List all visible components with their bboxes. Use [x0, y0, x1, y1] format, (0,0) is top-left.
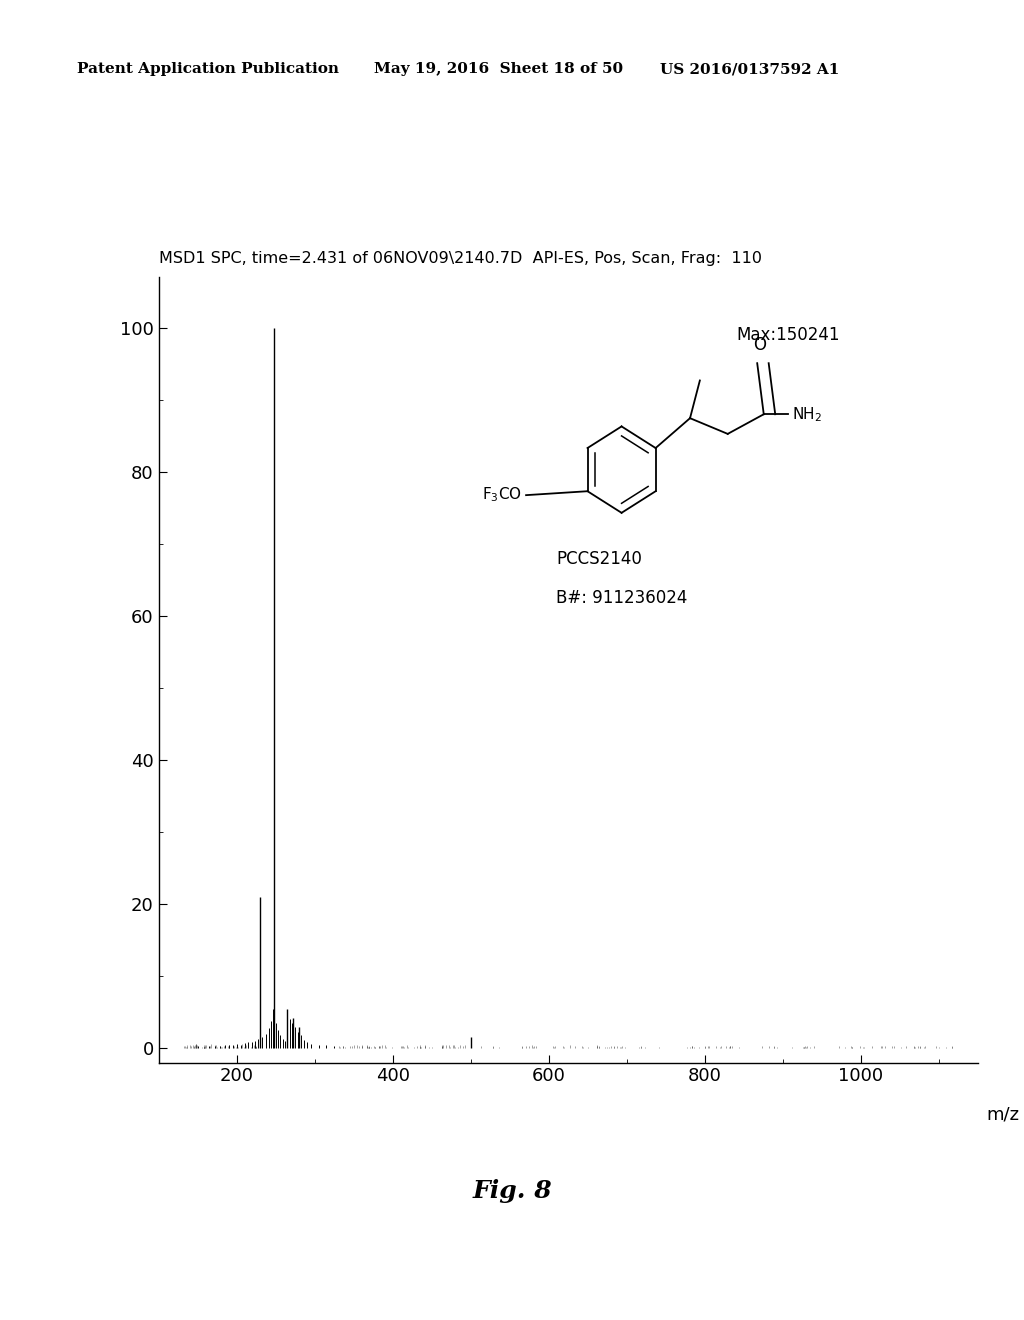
- Text: MSD1 SPC, time=2.431 of 06NOV09\2140.7D  API-ES, Pos, Scan, Frag:  110: MSD1 SPC, time=2.431 of 06NOV09\2140.7D …: [159, 251, 762, 267]
- Text: NH$_2$: NH$_2$: [793, 405, 822, 424]
- Text: May 19, 2016  Sheet 18 of 50: May 19, 2016 Sheet 18 of 50: [374, 62, 623, 77]
- Text: Fig. 8: Fig. 8: [472, 1179, 552, 1203]
- Text: m/z: m/z: [986, 1106, 1019, 1123]
- Text: Patent Application Publication: Patent Application Publication: [77, 62, 339, 77]
- Text: O: O: [754, 335, 766, 354]
- Text: PCCS2140: PCCS2140: [556, 550, 642, 568]
- Text: US 2016/0137592 A1: US 2016/0137592 A1: [660, 62, 840, 77]
- Text: B#: 911236024: B#: 911236024: [556, 589, 687, 607]
- Text: F$_3$CO: F$_3$CO: [482, 486, 522, 504]
- Text: Max:150241: Max:150241: [736, 326, 840, 345]
